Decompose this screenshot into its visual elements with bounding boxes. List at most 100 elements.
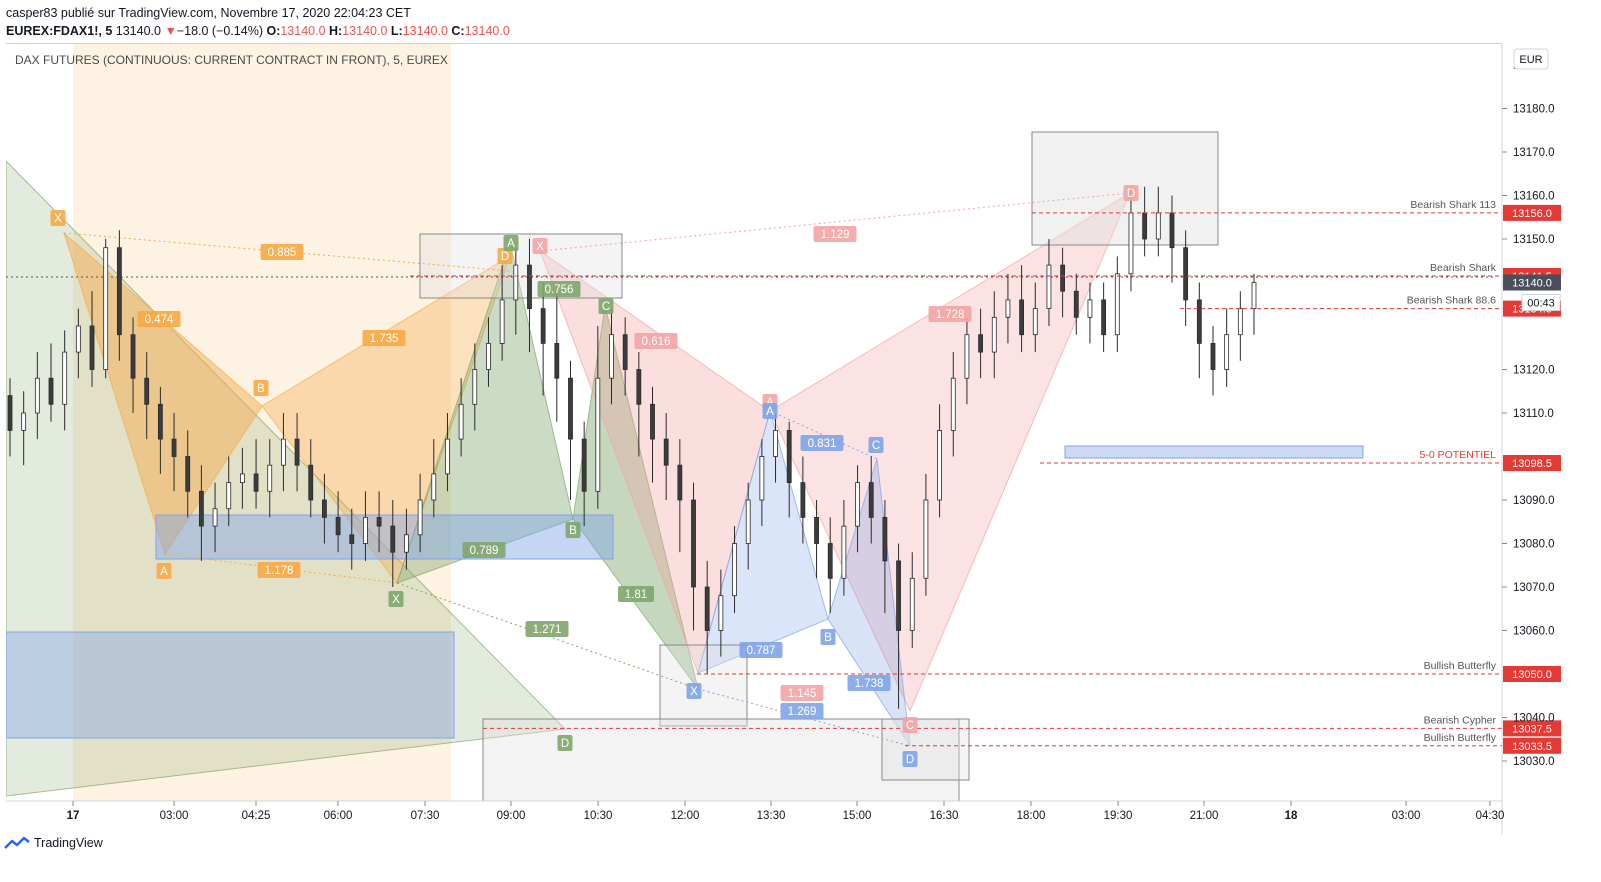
candle (718, 569, 724, 657)
candle (62, 330, 68, 431)
candle-body (636, 369, 642, 405)
level-label: Bullish Butterfly (1424, 732, 1497, 744)
pink-ratio-label: 1.145 (780, 685, 824, 701)
footer[interactable]: TradingView (4, 836, 103, 850)
candle-body (1032, 308, 1038, 336)
time-tick-label: 19:30 (1104, 810, 1133, 822)
candle-body (431, 473, 437, 501)
candle (1073, 273, 1079, 335)
candle (540, 282, 546, 396)
candle-body (554, 342, 560, 379)
level-label: Bearish Shark (1430, 262, 1497, 274)
price-tick-label: 13040.0 (1513, 713, 1555, 725)
candle-body (1210, 342, 1216, 370)
candle (157, 386, 163, 474)
candle (21, 391, 27, 466)
candle (253, 439, 259, 509)
high-label: H: (329, 24, 343, 38)
candle (417, 473, 423, 553)
candle-body (144, 377, 150, 405)
price-axis[interactable]: 13180.0 13170.0 13160.0 13150.0 13120.0 13110… (1502, 60, 1561, 768)
pink-ratio-label: 1.728 (928, 306, 972, 322)
time-tick-label: 03:00 (1392, 810, 1421, 822)
candle (486, 317, 491, 387)
green-ratio-label: 1.271 (525, 621, 569, 637)
green-point-label-bg (598, 298, 614, 314)
green-ratio-label-text: 1.81 (625, 589, 647, 601)
candle (431, 439, 437, 518)
green-ratio-label-text: 0.789 (470, 545, 499, 557)
publish-info: casper83 publié sur TradingView.com, Nov… (6, 6, 411, 20)
green-ratio-label-text: 1.271 (533, 624, 562, 636)
time-tick-label: 10:30 (584, 810, 613, 822)
candle (1183, 230, 1189, 326)
candle (513, 247, 519, 335)
candle-body (923, 499, 929, 579)
candle (991, 291, 997, 379)
blue-zone-3 (1064, 445, 1364, 459)
pink-ratio-label-text: 1.145 (788, 688, 817, 700)
pink-ratio-label: 0.616 (634, 333, 678, 349)
candle (650, 386, 655, 483)
price-tick-label: 13170.0 (1513, 147, 1555, 159)
pink-point-label-text: D (1127, 188, 1135, 200)
time-tick-label: 03:00 (160, 810, 189, 822)
orange-point-label-bg (156, 563, 172, 579)
pink-ratio-label-bg (780, 685, 824, 701)
blue-point-label-text: B (824, 632, 832, 644)
level-label: Bearish Shark 113 (1410, 199, 1496, 211)
candle (390, 500, 396, 587)
candle (294, 413, 300, 492)
candle (841, 500, 847, 596)
candle-body (1087, 299, 1093, 318)
countdown-label: 00:43 (1527, 298, 1555, 310)
candle-body (103, 247, 109, 370)
pink-point-label: X (532, 238, 548, 254)
candle (745, 482, 751, 570)
candle-body (691, 499, 696, 588)
candle (1210, 326, 1216, 396)
candle-body (335, 516, 341, 536)
candle (404, 508, 409, 570)
time-axis[interactable]: 17 03:00 04:25 06:00 07:30 09:00 10:30 12:00 13:… (67, 801, 1505, 822)
green-ratio-label: 0.789 (462, 542, 506, 558)
open-value: 13140.0 (280, 24, 326, 38)
candle (704, 560, 710, 674)
candle (281, 413, 286, 492)
candle (75, 308, 81, 379)
gray-box-4 (482, 718, 960, 802)
green-point-label: A (503, 235, 519, 251)
candle-body (1019, 299, 1025, 336)
candle (663, 413, 669, 500)
green-point-label-text: X (392, 594, 400, 606)
candle-body (198, 490, 204, 527)
candle-body (909, 577, 915, 631)
candle (445, 413, 450, 492)
price-tick-label: 13070.0 (1513, 582, 1555, 594)
pink-ratio-label-text: 1.129 (821, 229, 850, 241)
currency-button[interactable] (1513, 48, 1549, 70)
candle (363, 491, 368, 561)
tradingview-logo-icon (4, 836, 30, 849)
time-tick-label: 18 (1285, 810, 1298, 822)
symbol[interactable]: EUREX:FDAX1!, 5 (6, 24, 113, 38)
candle-body (950, 377, 956, 431)
chart-frame[interactable]: Bearish Shark 113 13156.0 Bearish Shark 131… (6, 43, 1561, 834)
price-chart[interactable]: Bearish Shark 113 13156.0 Bearish Shark 131… (6, 44, 1601, 834)
candle-body (499, 299, 505, 344)
blue-ratio-label: 1.269 (780, 703, 824, 719)
candle-body (376, 516, 382, 527)
orange-ratio-label: 1.178 (257, 562, 301, 578)
candle-body (1183, 247, 1189, 301)
orange-point-label-bg (497, 248, 513, 264)
candle-body (267, 464, 273, 492)
blue-point-label-text: D (906, 754, 914, 766)
candle-body (732, 543, 737, 597)
candle-body (458, 403, 464, 440)
candle-body (1142, 212, 1148, 240)
candle (964, 317, 970, 405)
level-price-tag (1503, 666, 1561, 682)
candle (1196, 282, 1202, 379)
candle-body (964, 334, 970, 379)
candle (1224, 308, 1230, 387)
